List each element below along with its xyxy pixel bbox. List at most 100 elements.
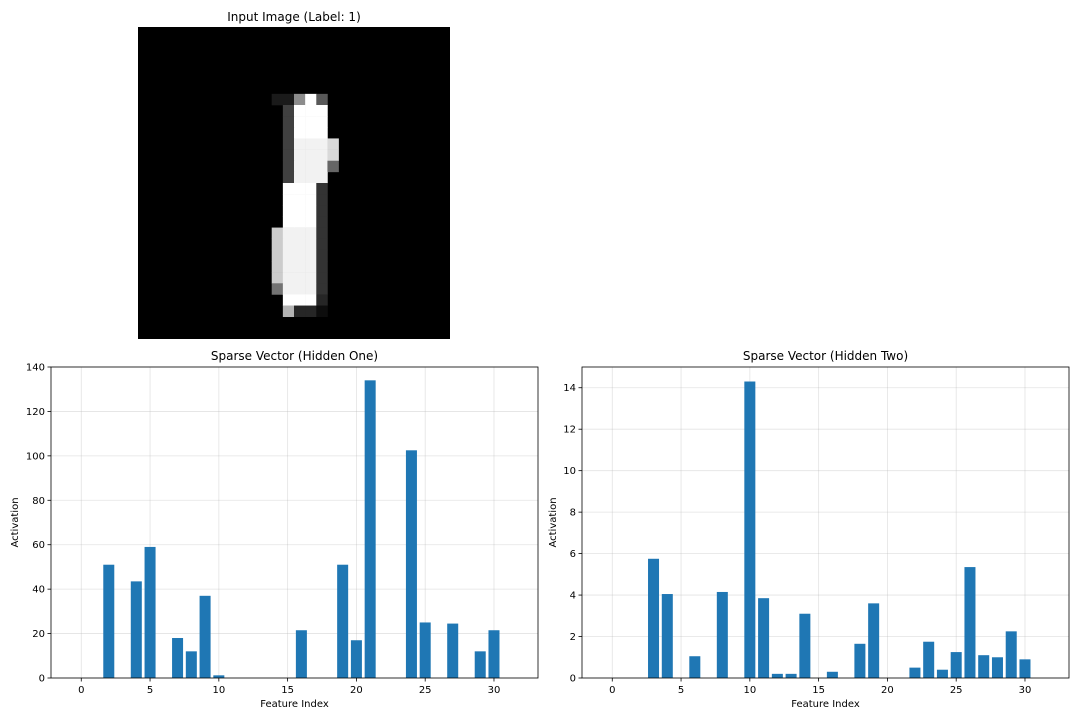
image-pixel bbox=[316, 249, 328, 262]
image-pixel bbox=[316, 138, 328, 150]
y-tick-label: 120 bbox=[26, 407, 45, 418]
bar bbox=[758, 598, 770, 678]
hidden-two-xlabel: Feature Index bbox=[791, 699, 860, 710]
image-pixel bbox=[305, 105, 317, 117]
image-pixel bbox=[271, 93, 284, 106]
input-image-title: Input Image (Label: 1) bbox=[227, 10, 361, 24]
bar bbox=[689, 656, 701, 678]
image-pixel bbox=[271, 249, 284, 262]
bar bbox=[130, 581, 142, 678]
image-pixel bbox=[294, 194, 306, 206]
image-pixel bbox=[305, 249, 317, 262]
hidden-two-ticks: 0 5 10 15 20 25 30 0 2 4 6 8 10 12 14 bbox=[563, 383, 1031, 696]
image-pixel bbox=[316, 227, 328, 240]
bar bbox=[978, 655, 990, 678]
x-tick-label: 25 bbox=[950, 685, 963, 696]
x-tick-label: 30 bbox=[1019, 685, 1032, 696]
image-pixel bbox=[316, 294, 328, 306]
y-tick-label: 8 bbox=[570, 508, 576, 519]
image-pixel bbox=[294, 116, 306, 128]
bar bbox=[488, 630, 500, 678]
bar bbox=[799, 613, 811, 678]
image-pixel bbox=[294, 149, 306, 162]
image-pixel bbox=[305, 138, 317, 150]
x-tick-label: 0 bbox=[609, 685, 615, 696]
hidden-one-grid bbox=[51, 366, 538, 679]
y-tick-label: 10 bbox=[563, 466, 576, 477]
image-pixel bbox=[271, 283, 284, 295]
image-pixel bbox=[282, 227, 295, 240]
bar bbox=[868, 603, 880, 678]
image-pixel bbox=[316, 127, 328, 139]
image-pixel bbox=[282, 261, 295, 273]
y-tick-label: 140 bbox=[26, 363, 45, 374]
bar bbox=[144, 546, 156, 678]
image-pixel bbox=[282, 149, 295, 162]
image-pixel bbox=[282, 160, 295, 173]
image-pixel bbox=[282, 272, 295, 284]
x-tick-label: 30 bbox=[488, 685, 501, 696]
hidden-one-axes-frame bbox=[50, 366, 539, 679]
image-pixel bbox=[294, 127, 306, 139]
bar bbox=[474, 651, 486, 678]
bar bbox=[213, 675, 225, 678]
image-pixel bbox=[327, 149, 339, 162]
x-tick-label: 5 bbox=[147, 685, 153, 696]
x-tick-label: 10 bbox=[212, 685, 225, 696]
image-pixel bbox=[271, 238, 284, 251]
hidden-two-title: Sparse Vector (Hidden Two) bbox=[743, 349, 908, 363]
image-pixel bbox=[305, 194, 317, 206]
bar bbox=[419, 622, 431, 678]
image-pixel bbox=[294, 227, 306, 240]
hidden-two-ylabel: Activation bbox=[548, 497, 559, 547]
image-pixel bbox=[282, 93, 295, 106]
image-pixel bbox=[316, 261, 328, 273]
x-tick-label: 15 bbox=[281, 685, 294, 696]
image-pixel bbox=[282, 294, 295, 306]
image-pixel bbox=[305, 183, 317, 195]
x-tick-label: 15 bbox=[812, 685, 825, 696]
image-pixel bbox=[282, 127, 295, 139]
image-pixel bbox=[327, 160, 339, 173]
x-tick-label: 5 bbox=[678, 685, 684, 696]
bar bbox=[295, 630, 307, 678]
image-pixel bbox=[316, 272, 328, 284]
bar bbox=[337, 564, 349, 678]
bar bbox=[936, 669, 948, 678]
image-pixel bbox=[282, 305, 295, 318]
image-pixel bbox=[294, 294, 306, 306]
bar bbox=[405, 450, 417, 678]
image-pixel bbox=[282, 105, 295, 117]
image-pixel bbox=[282, 205, 295, 217]
image-pixel bbox=[316, 183, 328, 195]
bar bbox=[1019, 659, 1031, 678]
bar bbox=[964, 567, 976, 678]
input-image-panel: Input Image (Label: 1) bbox=[138, 10, 450, 339]
bar bbox=[447, 623, 459, 678]
image-pixel bbox=[316, 116, 328, 128]
x-tick-label: 10 bbox=[743, 685, 756, 696]
image-pixel bbox=[305, 127, 317, 139]
image-pixel bbox=[282, 183, 295, 195]
y-tick-label: 14 bbox=[563, 383, 576, 394]
image-pixel bbox=[282, 194, 295, 206]
image-pixel bbox=[316, 305, 328, 318]
bar bbox=[350, 640, 362, 678]
bar bbox=[771, 673, 783, 678]
image-pixel bbox=[294, 205, 306, 217]
image-pixel bbox=[305, 171, 317, 184]
image-pixel bbox=[305, 149, 317, 162]
bar bbox=[991, 657, 1003, 678]
hidden-one-title: Sparse Vector (Hidden One) bbox=[211, 349, 378, 363]
bar bbox=[716, 591, 728, 678]
bar bbox=[909, 667, 921, 678]
image-pixel bbox=[271, 261, 284, 273]
image-pixel bbox=[294, 261, 306, 273]
image-pixel bbox=[316, 93, 328, 106]
y-tick-label: 40 bbox=[32, 585, 45, 596]
image-pixel bbox=[305, 272, 317, 284]
image-pixel bbox=[294, 305, 306, 318]
image-pixel bbox=[271, 227, 284, 240]
image-pixel bbox=[294, 138, 306, 150]
